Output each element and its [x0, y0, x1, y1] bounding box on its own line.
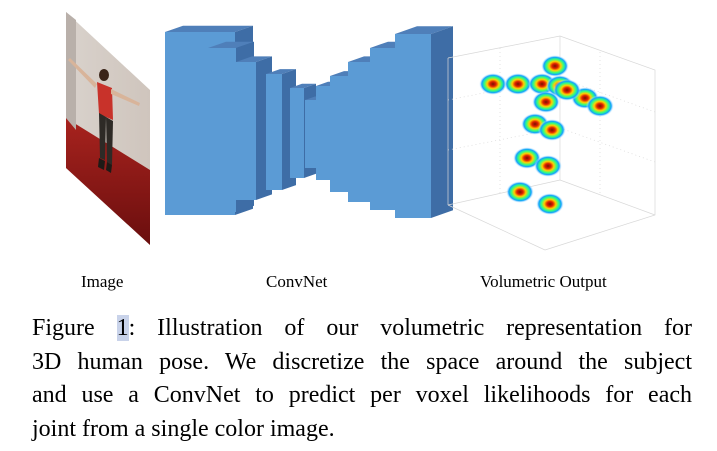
input-image: [66, 12, 150, 245]
volumetric-output: [447, 35, 656, 251]
joint-heatmap-blob: [553, 79, 581, 101]
joint-heatmap-blob: [541, 55, 569, 77]
joint-heatmap-blob: [586, 95, 614, 117]
conv-layer-block: [395, 26, 453, 218]
caption-line-1-rest: : Illustration of our volumetric represe…: [128, 315, 692, 341]
person-figure: [68, 58, 140, 173]
caption-line-3: and use a ConvNet to predict per voxel l…: [32, 382, 692, 408]
joint-heatmaps: [479, 55, 614, 215]
caption-line-1: Figure 1: Illustration of our volumetric…: [32, 312, 692, 346]
figure-illustration: [66, 12, 656, 251]
label-volumetric-output: Volumetric Output: [480, 272, 607, 291]
figure-caption: Figure 1: Illustration of our volumetric…: [32, 312, 692, 446]
caption-prefix: Figure: [32, 315, 117, 341]
joint-heatmap-blob: [532, 91, 560, 113]
caption-line-4: joint from a single color image.: [32, 415, 335, 442]
joint-heatmap-blob: [534, 155, 562, 177]
joint-heatmap-blob: [513, 147, 541, 169]
label-convnet: ConvNet: [266, 272, 328, 291]
joint-heatmap-blob: [504, 73, 532, 95]
label-image: Image: [81, 272, 124, 291]
figure-panel: Image ConvNet Volumetric Output: [66, 12, 656, 291]
joint-heatmap-blob: [479, 73, 507, 95]
convnet-diagram: [165, 25, 453, 218]
caption-line-2: 3D human pose. We discretize the space a…: [32, 348, 692, 375]
voxel-grid: [447, 35, 656, 251]
joint-heatmap-blob: [536, 193, 564, 215]
figure-reference-link[interactable]: 1: [116, 315, 129, 341]
joint-heatmap-blob: [538, 119, 566, 141]
joint-heatmap-blob: [506, 181, 534, 203]
